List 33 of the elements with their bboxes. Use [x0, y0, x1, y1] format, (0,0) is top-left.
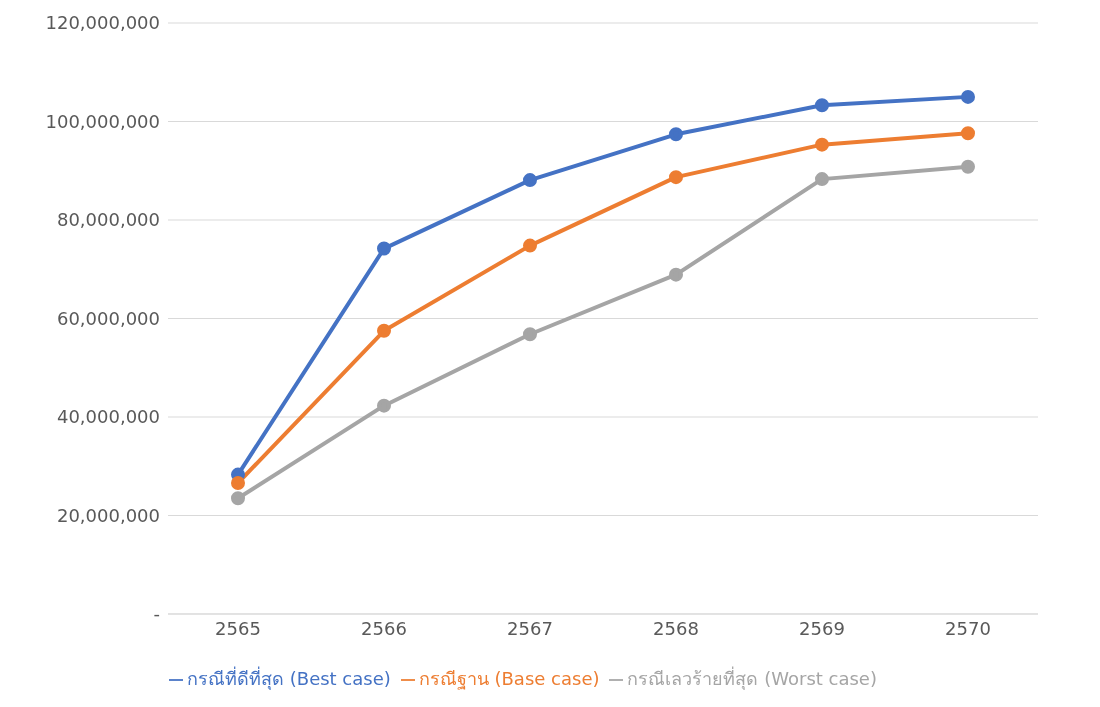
x-tick-label: 2570 — [945, 617, 991, 639]
legend-label: กรณีที่ดีที่สุด (Best case) — [187, 668, 391, 689]
legend-label: กรณีฐาน (Base case) — [418, 668, 600, 689]
x-tick-label: 2568 — [653, 617, 699, 639]
y-tick-label: 120,000,000 — [45, 12, 160, 34]
x-tick-label: 2569 — [799, 617, 845, 639]
point — [961, 159, 975, 174]
point — [377, 323, 391, 338]
y-tick-label: - — [153, 603, 160, 625]
point — [961, 89, 975, 104]
point — [669, 127, 683, 142]
legend-label: กรณีเลวร้ายที่สุด (Worst case) — [627, 668, 877, 689]
point — [523, 238, 537, 253]
point — [231, 476, 245, 490]
point — [377, 241, 391, 256]
point — [377, 398, 391, 413]
x-tick-label: 2567 — [507, 617, 553, 639]
point — [523, 327, 537, 342]
point — [961, 126, 975, 141]
y-tick-label: 60,000,000 — [56, 307, 160, 329]
point — [231, 491, 245, 506]
y-tick-label: 100,000,000 — [45, 110, 160, 132]
x-tick-label: 2565 — [215, 617, 261, 639]
y-tick-label: 20,000,000 — [56, 504, 160, 526]
point — [815, 98, 829, 113]
point — [669, 267, 683, 282]
y-tick-label: 80,000,000 — [56, 209, 160, 231]
x-tick-label: 2566 — [361, 617, 407, 639]
y-tick-label: 40,000,000 — [56, 406, 160, 428]
point — [523, 173, 537, 188]
point — [815, 172, 829, 187]
point — [669, 170, 683, 185]
point — [815, 137, 829, 152]
